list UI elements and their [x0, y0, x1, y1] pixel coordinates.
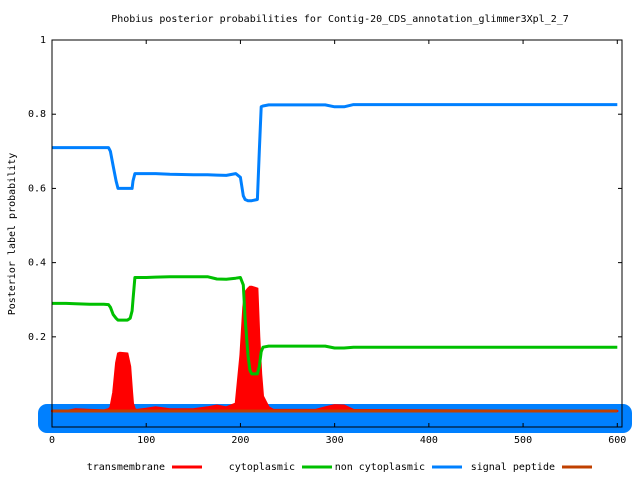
x-tick-label: 500	[514, 435, 532, 446]
y-axis-label: Posterior label probability	[7, 153, 18, 316]
x-tick-label: 200	[231, 435, 249, 446]
plot-frame	[51, 39, 623, 428]
x-tick-label: 600	[608, 435, 626, 446]
line	[52, 103, 618, 203]
legend-label: transmembrane	[87, 462, 165, 473]
y-tick-label: 1	[40, 35, 46, 46]
x-tick-label: 0	[49, 435, 55, 446]
y-tick-label: 0.6	[28, 183, 46, 194]
chart-title: Phobius posterior probabilities for Cont…	[111, 14, 569, 25]
x-tick-label: 300	[326, 435, 344, 446]
y-tick-label: 0.4	[28, 258, 46, 269]
legend-label: non cytoplasmic	[335, 462, 425, 473]
legend-label: signal peptide	[471, 462, 555, 473]
line	[52, 275, 618, 376]
x-tick-label: 400	[420, 435, 438, 446]
legend-label: cytoplasmic	[229, 462, 295, 473]
y-tick-label: 0.2	[28, 332, 46, 343]
x-tick-label: 100	[137, 435, 155, 446]
y-tick-label: 0.8	[28, 109, 46, 120]
